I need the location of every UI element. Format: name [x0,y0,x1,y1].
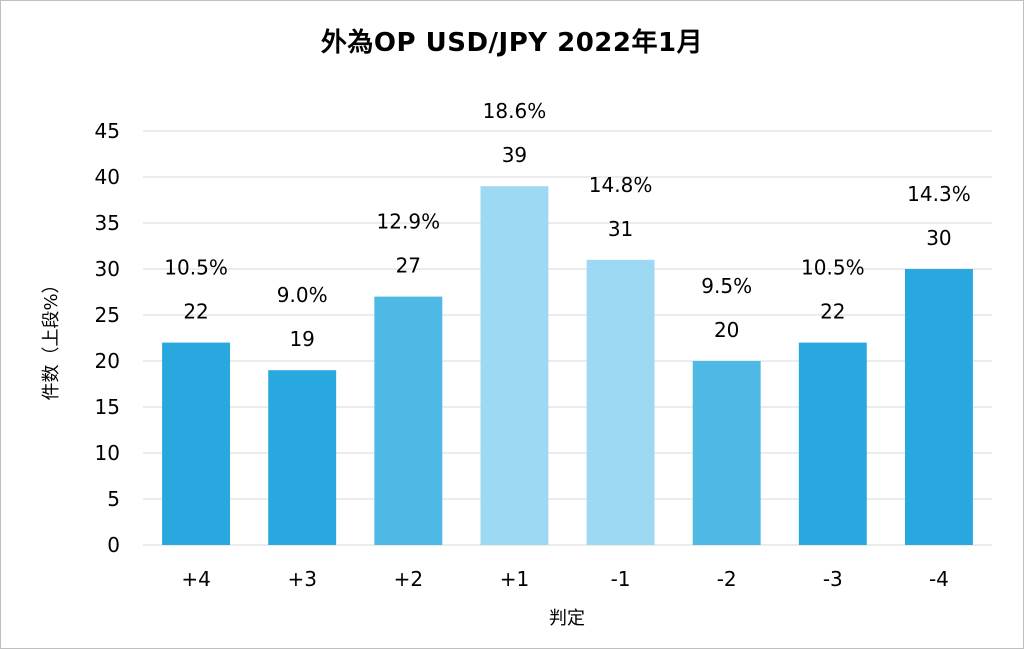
bar [480,186,549,545]
data-label-percent: 9.5% [701,274,752,298]
x-axis-ticks: +4 +3 +2 +1 -1 -2 -3 -4 [181,567,949,591]
bar [692,361,761,545]
bar [904,269,973,545]
y-tick-label: 25 [95,303,120,327]
x-tick-label: -2 [717,567,737,591]
data-label-value: 27 [396,254,421,278]
bar [268,370,337,545]
data-label-value: 39 [502,143,527,167]
y-tick-label: 15 [95,395,120,419]
bars [162,186,973,545]
data-label-value: 22 [820,300,845,324]
data-label-value: 30 [926,226,951,250]
data-label-percent: 10.5% [164,256,228,280]
data-label-percent: 10.5% [801,256,865,280]
bar [586,259,655,545]
data-label-percent: 14.3% [907,182,971,206]
data-label-value: 20 [714,318,739,342]
x-tick-label: -4 [929,567,949,591]
data-label-value: 31 [608,217,633,241]
x-tick-label: +2 [394,567,423,591]
y-tick-label: 20 [95,349,120,373]
x-tick-label: +3 [287,567,316,591]
data-label-percent: 12.9% [377,210,441,234]
bar [798,342,867,545]
data-label-percent: 18.6% [483,99,547,123]
data-label-value: 19 [289,327,314,351]
x-tick-label: +4 [181,567,210,591]
data-label-percent: 9.0% [277,283,328,307]
y-tick-label: 35 [95,211,120,235]
chart-title: 外為OP USD/JPY 2022年1月 [320,28,704,58]
y-tick-label: 40 [95,165,120,189]
x-axis-title: 判定 [549,608,585,629]
y-tick-label: 0 [107,533,120,557]
bar [162,342,231,545]
data-label-value: 22 [183,300,208,324]
bar [374,296,443,545]
x-tick-label: +1 [500,567,529,591]
x-tick-label: -1 [611,567,631,591]
y-axis-ticks: 0 5 10 15 20 25 30 35 40 45 [95,119,120,557]
x-tick-label: -3 [823,567,843,591]
y-tick-label: 30 [95,257,120,281]
y-axis-title: 件数（上段%） [41,275,62,400]
data-labels: 22 10.5% 19 9.0% 27 12.9% 39 18.6% 31 14.8% 20 9.5%… [164,99,970,351]
y-tick-label: 45 [95,119,120,143]
y-tick-label: 5 [107,487,120,511]
data-label-percent: 14.8% [589,173,653,197]
y-tick-label: 10 [95,441,120,465]
